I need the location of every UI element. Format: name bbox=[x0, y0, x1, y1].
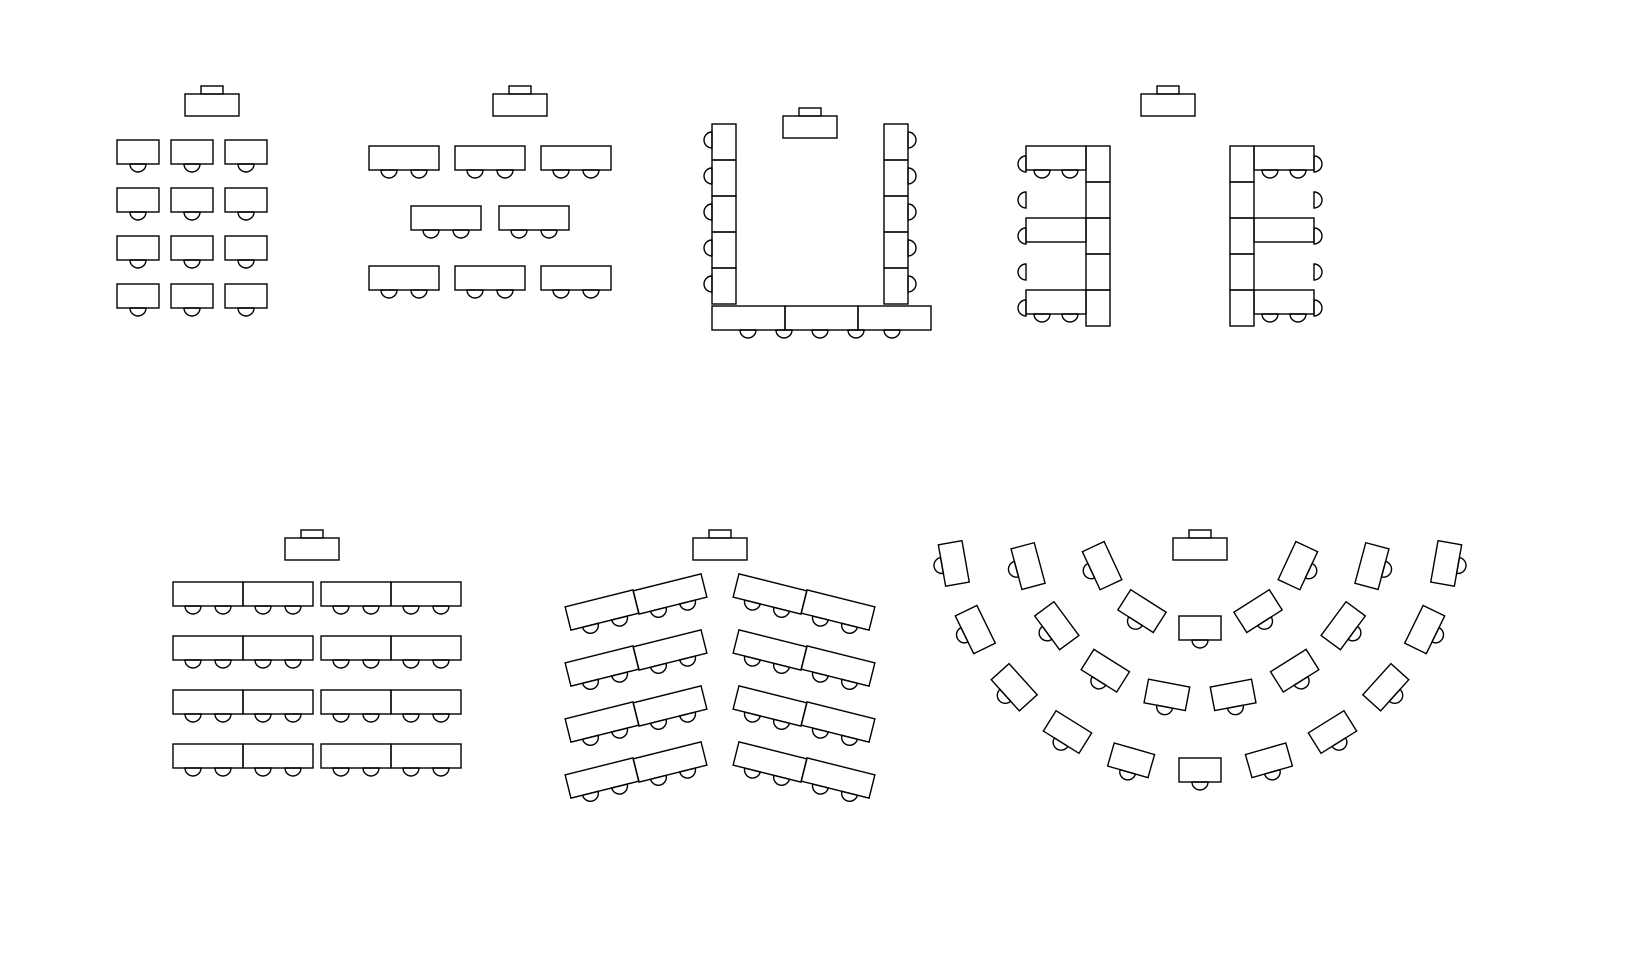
desk-unit bbox=[225, 140, 267, 172]
desk-unit bbox=[369, 266, 439, 298]
podium bbox=[493, 86, 547, 116]
desk-unit bbox=[455, 146, 525, 178]
desk-unit bbox=[173, 636, 243, 668]
u-shape bbox=[704, 108, 931, 338]
desk-unit bbox=[1245, 743, 1294, 785]
herringbone-blocks bbox=[1018, 86, 1322, 326]
desk-unit bbox=[1179, 758, 1221, 790]
desk-unit bbox=[117, 236, 159, 268]
desk-unit bbox=[1075, 542, 1122, 594]
desk-unit bbox=[799, 758, 875, 806]
desk-unit bbox=[171, 188, 213, 220]
desk-unit bbox=[321, 582, 391, 614]
desk-unit bbox=[633, 686, 709, 734]
desk-unit bbox=[799, 702, 875, 750]
podium bbox=[1141, 86, 1195, 116]
desk-unit bbox=[173, 690, 243, 722]
podium bbox=[1173, 530, 1227, 560]
desk-unit bbox=[321, 636, 391, 668]
desk-unit bbox=[1003, 543, 1045, 592]
desk-unit bbox=[633, 574, 709, 622]
desk-unit bbox=[1114, 590, 1167, 640]
desk-unit bbox=[1179, 616, 1221, 648]
desk-unit bbox=[391, 744, 461, 776]
desk-unit bbox=[1363, 664, 1415, 717]
desk-unit bbox=[1355, 543, 1397, 592]
desk-unit bbox=[243, 744, 313, 776]
desk-unit bbox=[948, 605, 995, 657]
desk-unit bbox=[1431, 541, 1470, 588]
desk-unit bbox=[411, 206, 481, 238]
desk-unit bbox=[243, 690, 313, 722]
desk-unit bbox=[391, 636, 461, 668]
desk-unit bbox=[799, 646, 875, 694]
desk-unit bbox=[1105, 743, 1154, 785]
desk-unit bbox=[171, 284, 213, 316]
desk-unit bbox=[117, 284, 159, 316]
podium bbox=[783, 108, 837, 138]
desk-unit bbox=[321, 690, 391, 722]
desk-unit bbox=[731, 574, 807, 622]
desk-unit bbox=[541, 146, 611, 178]
desk-unit bbox=[985, 664, 1037, 717]
double-column-rows bbox=[173, 530, 461, 776]
desk-unit bbox=[1210, 679, 1257, 718]
desk-unit bbox=[173, 582, 243, 614]
desk-unit bbox=[1321, 602, 1372, 655]
desk-unit bbox=[117, 140, 159, 172]
desk-unit bbox=[1028, 602, 1079, 655]
desk-unit bbox=[173, 744, 243, 776]
fan-arc bbox=[930, 530, 1469, 790]
grid-single-desks bbox=[117, 86, 267, 316]
chevron-rows bbox=[565, 530, 875, 806]
seating-diagram bbox=[0, 0, 1633, 980]
desk-unit bbox=[731, 630, 807, 678]
desk-unit bbox=[1308, 711, 1361, 760]
desk-unit bbox=[1143, 679, 1190, 718]
desk-unit bbox=[225, 188, 267, 220]
desk-unit bbox=[499, 206, 569, 238]
desk-unit bbox=[565, 646, 641, 694]
podium bbox=[285, 530, 339, 560]
desk-unit bbox=[243, 636, 313, 668]
desk-unit bbox=[799, 590, 875, 638]
desk-unit bbox=[633, 742, 709, 790]
podium bbox=[185, 86, 239, 116]
desk-unit bbox=[455, 266, 525, 298]
desk-unit bbox=[1405, 605, 1452, 657]
desk-unit bbox=[1278, 542, 1325, 594]
desk-unit bbox=[171, 140, 213, 172]
desk-unit bbox=[1271, 649, 1324, 698]
desk-unit bbox=[930, 541, 969, 588]
desk-unit bbox=[1039, 711, 1092, 760]
desk-unit bbox=[171, 236, 213, 268]
desk-unit bbox=[225, 236, 267, 268]
desk-unit bbox=[225, 284, 267, 316]
desk-unit bbox=[731, 742, 807, 790]
desk-unit bbox=[243, 582, 313, 614]
desk-unit bbox=[117, 188, 159, 220]
desk-unit bbox=[633, 630, 709, 678]
desk-unit bbox=[565, 702, 641, 750]
desk-unit bbox=[1077, 649, 1130, 698]
desk-unit bbox=[391, 690, 461, 722]
desk-unit bbox=[321, 744, 391, 776]
desk-unit bbox=[391, 582, 461, 614]
desk-unit bbox=[1234, 590, 1287, 640]
podium bbox=[693, 530, 747, 560]
desk-unit bbox=[565, 590, 641, 638]
desk-unit bbox=[369, 146, 439, 178]
staggered-pairs bbox=[369, 86, 611, 298]
desk-unit bbox=[731, 686, 807, 734]
desk-unit bbox=[541, 266, 611, 298]
desk-unit bbox=[565, 758, 641, 806]
